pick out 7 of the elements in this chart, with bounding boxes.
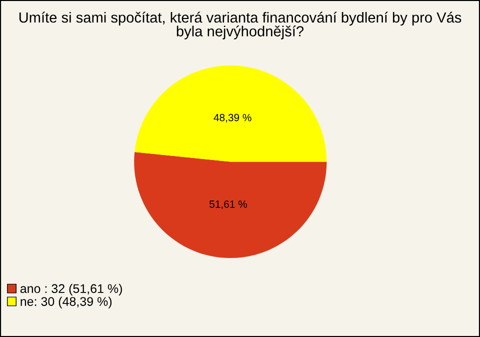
chart-title: Umíte si sami spočítat, která varianta financování bydlení by pro Vás byla nejvýhodnější? bbox=[19, 12, 462, 40]
data-label: 51,61 % bbox=[210, 200, 247, 210]
data-label: 48,39 % bbox=[214, 114, 252, 123]
pie-slice bbox=[134, 65, 327, 162]
legend-label: ne: 30 (48,39 %) bbox=[20, 296, 112, 308]
pie-slice bbox=[134, 152, 327, 258]
legend-label: ano : 32 (51,61 %) bbox=[20, 284, 122, 296]
